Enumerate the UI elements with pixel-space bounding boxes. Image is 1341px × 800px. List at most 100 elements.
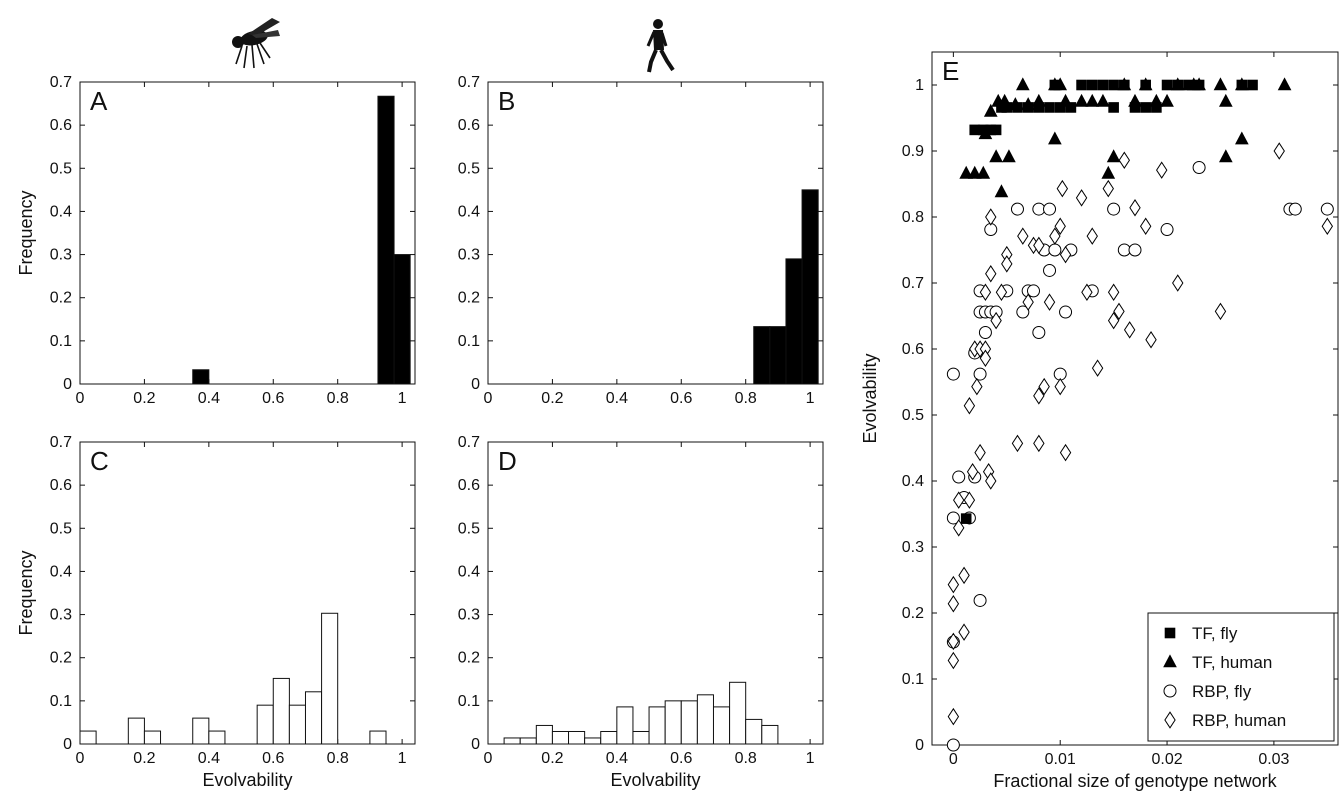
data-point: [979, 349, 992, 367]
fly-silhouette-icon: [232, 18, 280, 69]
y-axis-label: Evolvability: [860, 353, 880, 443]
data-point: [1235, 77, 1249, 91]
data-point: [1107, 311, 1120, 330]
data-point: [1101, 165, 1116, 179]
data-point: [1053, 77, 1068, 91]
y-tick-label: 0: [471, 736, 480, 753]
data-point: [1054, 217, 1066, 235]
data-point: [953, 519, 965, 537]
data-point: [1161, 79, 1173, 91]
data-point: [1032, 93, 1046, 107]
histogram-bar: [256, 704, 274, 745]
data-point: [966, 463, 979, 481]
x-tick-label: 0.03: [1258, 751, 1289, 768]
data-point: [1214, 302, 1227, 321]
axes-frame: [79, 441, 416, 745]
data-point: [1172, 274, 1184, 292]
y-tick-label: 0.3: [458, 247, 480, 264]
panel-label: B: [498, 86, 515, 116]
data-point: [947, 651, 960, 670]
data-point: [1054, 102, 1066, 113]
x-tick-label: 0.8: [327, 390, 349, 407]
data-point: [1086, 227, 1098, 245]
data-point: [946, 367, 960, 381]
histogram-bar: [192, 369, 210, 385]
axes-frame: [931, 51, 1339, 746]
y-tick-label: 0.3: [50, 247, 72, 264]
data-point: [1108, 79, 1119, 91]
y-tick-label: 0.4: [458, 203, 480, 220]
y-tick-label: 0.7: [902, 275, 924, 292]
y-tick-label: 0.8: [902, 209, 924, 226]
y-tick-label: 0.6: [458, 477, 480, 494]
data-point: [1033, 387, 1045, 405]
histogram-bar: [192, 717, 210, 745]
histogram-bar: [680, 700, 698, 745]
x-tick-label: 0.8: [735, 390, 757, 407]
x-tick-label: 1: [806, 750, 815, 767]
data-point: [1123, 321, 1136, 339]
axes-frame: [487, 81, 824, 385]
histogram-bar: [729, 681, 747, 745]
y-tick-label: 0.3: [902, 539, 924, 556]
y-tick-label: 0.4: [458, 563, 480, 580]
legend-marker: [1164, 627, 1176, 639]
data-point: [1118, 151, 1131, 169]
y-tick-label: 0.2: [50, 650, 72, 667]
x-tick-label: 0.4: [198, 390, 220, 407]
panel-label: A: [90, 86, 108, 116]
x-tick-label: 0.6: [670, 390, 692, 407]
data-point: [1048, 243, 1062, 257]
histogram-bar: [272, 677, 290, 745]
data-point: [947, 595, 960, 613]
data-point: [1002, 149, 1016, 163]
legend-marker: [1163, 654, 1177, 668]
data-point: [1022, 293, 1034, 311]
x-tick-label: 0.4: [606, 390, 628, 407]
histogram-bar: [600, 730, 618, 745]
histogram-bar: [753, 326, 771, 385]
data-point: [1321, 217, 1334, 235]
data-point: [1277, 77, 1292, 91]
histogram-bar: [369, 730, 387, 745]
data-point: [1091, 359, 1104, 377]
histogram-bar: [519, 737, 537, 745]
data-point: [1140, 102, 1151, 113]
y-tick-label: 0.6: [50, 477, 72, 494]
data-point: [997, 93, 1012, 107]
data-point: [1149, 93, 1164, 107]
histogram-bar: [584, 737, 602, 745]
data-point: [973, 367, 987, 381]
y-tick-label: 0.1: [458, 333, 480, 350]
data-point: [960, 513, 972, 524]
data-point: [952, 470, 966, 484]
x-tick-label: 0.6: [262, 750, 284, 767]
legend-box: [1147, 612, 1335, 742]
data-point: [978, 326, 992, 339]
histogram-bar: [761, 724, 779, 745]
x-tick-label: 0.8: [327, 750, 349, 767]
y-tick-label: 0.5: [50, 160, 72, 177]
data-point: [967, 165, 982, 179]
data-point: [953, 491, 965, 509]
panel-label: E: [942, 56, 959, 86]
y-tick-label: 0.4: [50, 203, 72, 220]
data-point: [1218, 149, 1233, 163]
x-tick-label: 0.2: [541, 750, 563, 767]
walking-human-silhouette-icon: [646, 19, 675, 73]
y-tick-label: 0.6: [458, 117, 480, 134]
data-point: [1156, 161, 1168, 179]
legend-label: TF, fly: [1192, 624, 1238, 643]
data-point: [1102, 179, 1114, 198]
y-tick-label: 0.7: [50, 434, 72, 451]
data-point: [1145, 331, 1157, 349]
histogram-bar: [632, 730, 650, 745]
data-point: [1192, 161, 1206, 174]
histogram-bar: [535, 724, 553, 745]
data-point: [1074, 93, 1089, 107]
data-point: [1043, 293, 1056, 311]
panel-a: 0 0.2 0.4 0.6 0.8 1 0 0.1 0.2 0.3 0.4 0.5 0.6 0.7 A Fre…: [16, 74, 416, 407]
histogram-bar: [377, 95, 395, 385]
data-point: [1235, 131, 1249, 145]
